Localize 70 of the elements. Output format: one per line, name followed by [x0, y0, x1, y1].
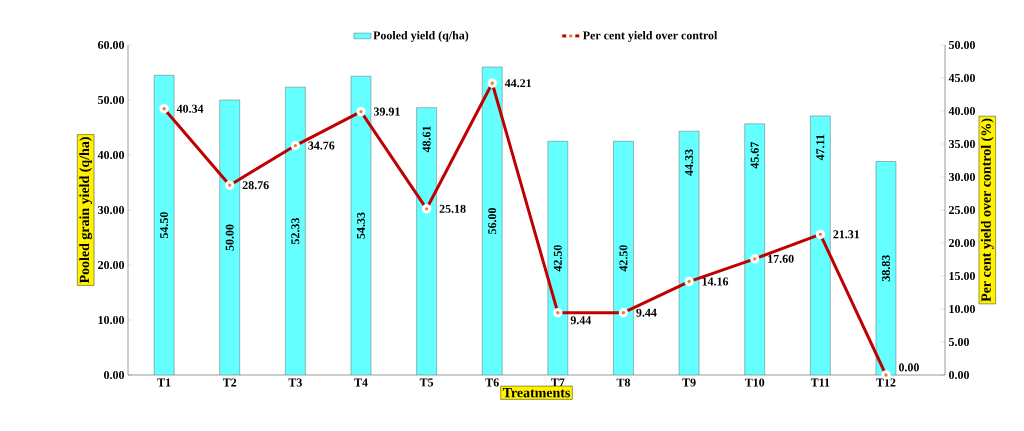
data-label: 42.50 — [553, 245, 562, 272]
data-label: 21.31 — [833, 230, 860, 239]
x-tick-label: T7 — [551, 378, 565, 387]
x-tick-label: T12 — [876, 378, 896, 387]
y2-tick-label: 50.00 — [949, 40, 975, 50]
legend-label: Per cent yield over control — [582, 31, 718, 42]
y-tick-label: 10.00 — [98, 315, 125, 325]
data-label: 52.33 — [291, 218, 300, 245]
y-tick-label: 40.00 — [97, 150, 125, 160]
y2-tick-label: 25.00 — [949, 205, 975, 215]
y-tick-label: 20.00 — [98, 260, 125, 270]
y2-tick-label: 5.00 — [949, 337, 969, 347]
data-label: 14.16 — [702, 277, 729, 286]
y2-tick-label: 10.00 — [949, 304, 975, 314]
y2-axis-title: Per cent yield over control (%) — [980, 118, 994, 302]
y-tick-label: 30.00 — [98, 205, 125, 215]
y-tick-label: 50.00 — [98, 95, 125, 105]
x-tick-label: T9 — [682, 378, 696, 387]
data-label: 25.18 — [439, 204, 466, 213]
y-tick-label: 0.00 — [104, 370, 125, 380]
data-label: 38.83 — [881, 255, 891, 282]
data-label: 44.21 — [504, 79, 532, 88]
x-tick-label: T1 — [157, 378, 171, 387]
bar — [153, 75, 175, 375]
data-label: 54.33 — [356, 212, 366, 239]
bar — [547, 141, 569, 375]
x-tick-label: T10 — [744, 378, 765, 387]
bar — [810, 115, 831, 375]
bar — [285, 86, 306, 375]
bar — [482, 66, 503, 375]
y-tick-label: 60.00 — [97, 40, 125, 50]
x-tick-label: T3 — [288, 378, 302, 387]
x-tick-label: T2 — [222, 378, 237, 387]
data-label: 54.50 — [160, 212, 169, 239]
data-label: 44.33 — [685, 149, 694, 176]
y2-tick-label: 0.00 — [948, 370, 969, 380]
y2-tick-label: 45.00 — [948, 73, 975, 83]
y2-tick-label: 40.00 — [948, 106, 975, 116]
data-label: 34.76 — [308, 141, 335, 150]
bar — [350, 75, 372, 375]
data-label: 47.11 — [816, 134, 825, 161]
bar — [219, 99, 240, 375]
data-label: 28.76 — [242, 181, 269, 190]
bar — [613, 141, 634, 375]
data-label: 39.91 — [373, 107, 400, 116]
data-label: 56.00 — [488, 208, 497, 234]
data-label: 48.61 — [422, 126, 431, 153]
x-tick-label: T6 — [485, 378, 499, 387]
data-label: 9.44 — [570, 316, 592, 325]
bar — [744, 123, 765, 375]
data-label: 17.60 — [768, 254, 794, 263]
data-label: 42.50 — [619, 245, 628, 272]
data-label: 9.44 — [636, 308, 657, 317]
bar — [416, 107, 437, 375]
data-label: 0.00 — [898, 363, 919, 372]
legend-label: Pooled yield (q/ha) — [373, 31, 469, 42]
x-tick-label: T4 — [354, 378, 368, 387]
y2-tick-label: 35.00 — [948, 139, 975, 149]
y2-tick-label: 30.00 — [948, 172, 975, 182]
x-tick-label: T8 — [616, 378, 631, 387]
x-tick-label: T5 — [419, 378, 434, 387]
x-axis-title: Treatments — [502, 388, 571, 398]
data-label: 40.34 — [176, 104, 204, 113]
x-tick-label: T11 — [810, 378, 830, 387]
data-label: 50.00 — [225, 224, 234, 251]
y2-tick-label: 20.00 — [949, 238, 975, 248]
bar — [678, 130, 700, 375]
y2-tick-label: 15.00 — [949, 271, 975, 281]
y-axis-title: Pooled grain yield (q/ha) — [79, 137, 93, 284]
data-label: 45.67 — [750, 142, 759, 169]
